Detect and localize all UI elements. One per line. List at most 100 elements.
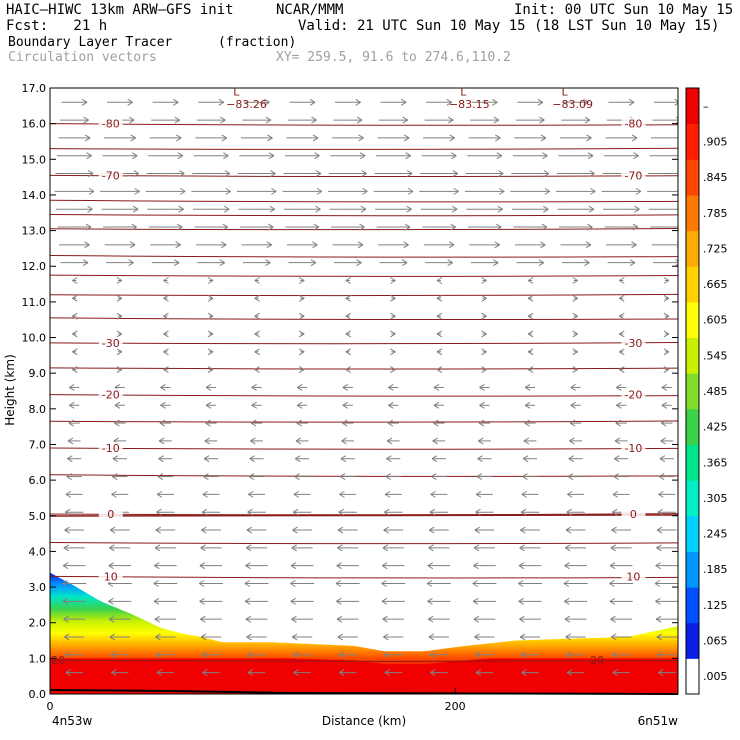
isotherm-label: -80 xyxy=(624,118,642,131)
colorbar-label: .665 xyxy=(703,278,728,291)
wind-vector xyxy=(293,669,311,677)
wind-vector xyxy=(108,562,132,570)
wind-vector xyxy=(151,259,180,267)
wind-vector xyxy=(338,669,357,677)
wind-vector xyxy=(110,651,130,659)
wind-vector xyxy=(566,651,586,659)
freezing-level-line xyxy=(50,514,678,517)
y-tick-label: 11.0 xyxy=(22,296,47,309)
colorbar-label: .725 xyxy=(703,242,728,255)
wind-vector xyxy=(65,669,83,677)
wind-vector xyxy=(254,330,260,338)
wind-vector xyxy=(154,562,177,570)
isotherm-line xyxy=(50,255,678,258)
wind-vector xyxy=(619,312,625,320)
wind-vector xyxy=(603,205,640,213)
wind-vector xyxy=(386,455,401,463)
wind-vector xyxy=(610,615,633,623)
wind-vector xyxy=(64,651,84,659)
wind-vector xyxy=(661,419,673,427)
wind-vector xyxy=(382,615,405,623)
wind-vector xyxy=(474,651,494,659)
wind-vector xyxy=(604,223,639,231)
wind-vector xyxy=(329,205,367,213)
isotherm-line xyxy=(50,575,678,579)
colorbar-swatch xyxy=(686,301,699,339)
wind-vector xyxy=(564,562,587,570)
wind-vector xyxy=(284,152,320,160)
wind-vector xyxy=(60,116,89,124)
wind-vector xyxy=(374,170,413,177)
colorbar-label: .845 xyxy=(703,171,728,184)
wind-vector xyxy=(572,366,578,374)
x-axis-label: Distance (km) xyxy=(322,714,406,728)
wind-vector xyxy=(470,116,500,124)
forecast-hour: Fcst: 21 h xyxy=(6,18,108,34)
isotherm-label: -30 xyxy=(624,337,642,350)
wind-vector xyxy=(520,526,540,534)
wind-vector xyxy=(661,401,672,409)
wind-vector xyxy=(429,651,449,659)
isotherm-line xyxy=(50,394,678,397)
wind-vector xyxy=(196,116,226,124)
wind-vector xyxy=(254,277,260,284)
wind-vector xyxy=(106,259,134,267)
wind-vector xyxy=(341,419,354,427)
wind-vector xyxy=(556,170,595,177)
wind-vector xyxy=(657,669,676,677)
wind-vector xyxy=(390,277,396,284)
wind-vector xyxy=(382,544,404,552)
wind-vector xyxy=(193,152,229,160)
wind-vector xyxy=(510,187,551,195)
wind-vector xyxy=(254,366,260,374)
isotherm-line xyxy=(50,317,678,321)
wind-vector xyxy=(247,508,266,516)
wind-vector xyxy=(386,437,400,445)
wind-vector xyxy=(519,633,541,641)
wind-vector xyxy=(192,205,230,213)
wind-vector xyxy=(157,473,174,480)
wind-vector xyxy=(481,366,487,374)
wind-vector xyxy=(467,152,503,160)
isotherm-label: -30 xyxy=(102,337,120,350)
isotherm-label: 0 xyxy=(630,508,637,521)
wind-vector xyxy=(195,241,227,249)
low-temperature-label: −83.26 xyxy=(226,98,267,111)
wind-vector xyxy=(658,490,676,498)
isotherm-line xyxy=(50,342,678,345)
wind-vector xyxy=(104,241,136,249)
wind-vector xyxy=(334,98,361,106)
wind-vector xyxy=(387,419,399,427)
isotherm-line xyxy=(50,123,678,126)
isotherm-line xyxy=(50,227,678,231)
wind-vector xyxy=(436,330,443,338)
wind-vector xyxy=(248,490,265,498)
plot-frame xyxy=(49,87,679,695)
wind-vector xyxy=(475,490,493,498)
wind-vector xyxy=(254,348,260,356)
wind-vector xyxy=(470,259,499,267)
wind-vector xyxy=(388,384,399,391)
wind-vector xyxy=(108,597,132,605)
wind-vector xyxy=(336,562,359,570)
colorbar-label: .305 xyxy=(703,492,728,505)
wind-vector xyxy=(114,401,125,409)
model-title: HAIC–HIWC 13km ARW–GFS init xyxy=(6,2,234,18)
y-tick-label: 13.0 xyxy=(22,225,47,238)
wind-vector xyxy=(481,277,487,284)
wind-vector xyxy=(388,401,399,409)
wind-vector xyxy=(557,205,595,213)
low-temperature-label: −83.09 xyxy=(552,98,593,111)
y-tick-label: 6.0 xyxy=(29,474,47,487)
wind-vector xyxy=(436,294,443,302)
wind-vector xyxy=(202,669,220,677)
wind-vector xyxy=(430,669,448,677)
isotherm-line xyxy=(50,293,678,297)
wind-vector xyxy=(436,366,443,374)
wind-vector xyxy=(377,134,410,142)
isotherm-label: -20 xyxy=(624,389,642,402)
colorbar-label: .605 xyxy=(703,314,728,327)
wind-vector xyxy=(109,526,130,534)
wind-vector xyxy=(283,170,322,177)
isotherm-line xyxy=(50,367,678,370)
